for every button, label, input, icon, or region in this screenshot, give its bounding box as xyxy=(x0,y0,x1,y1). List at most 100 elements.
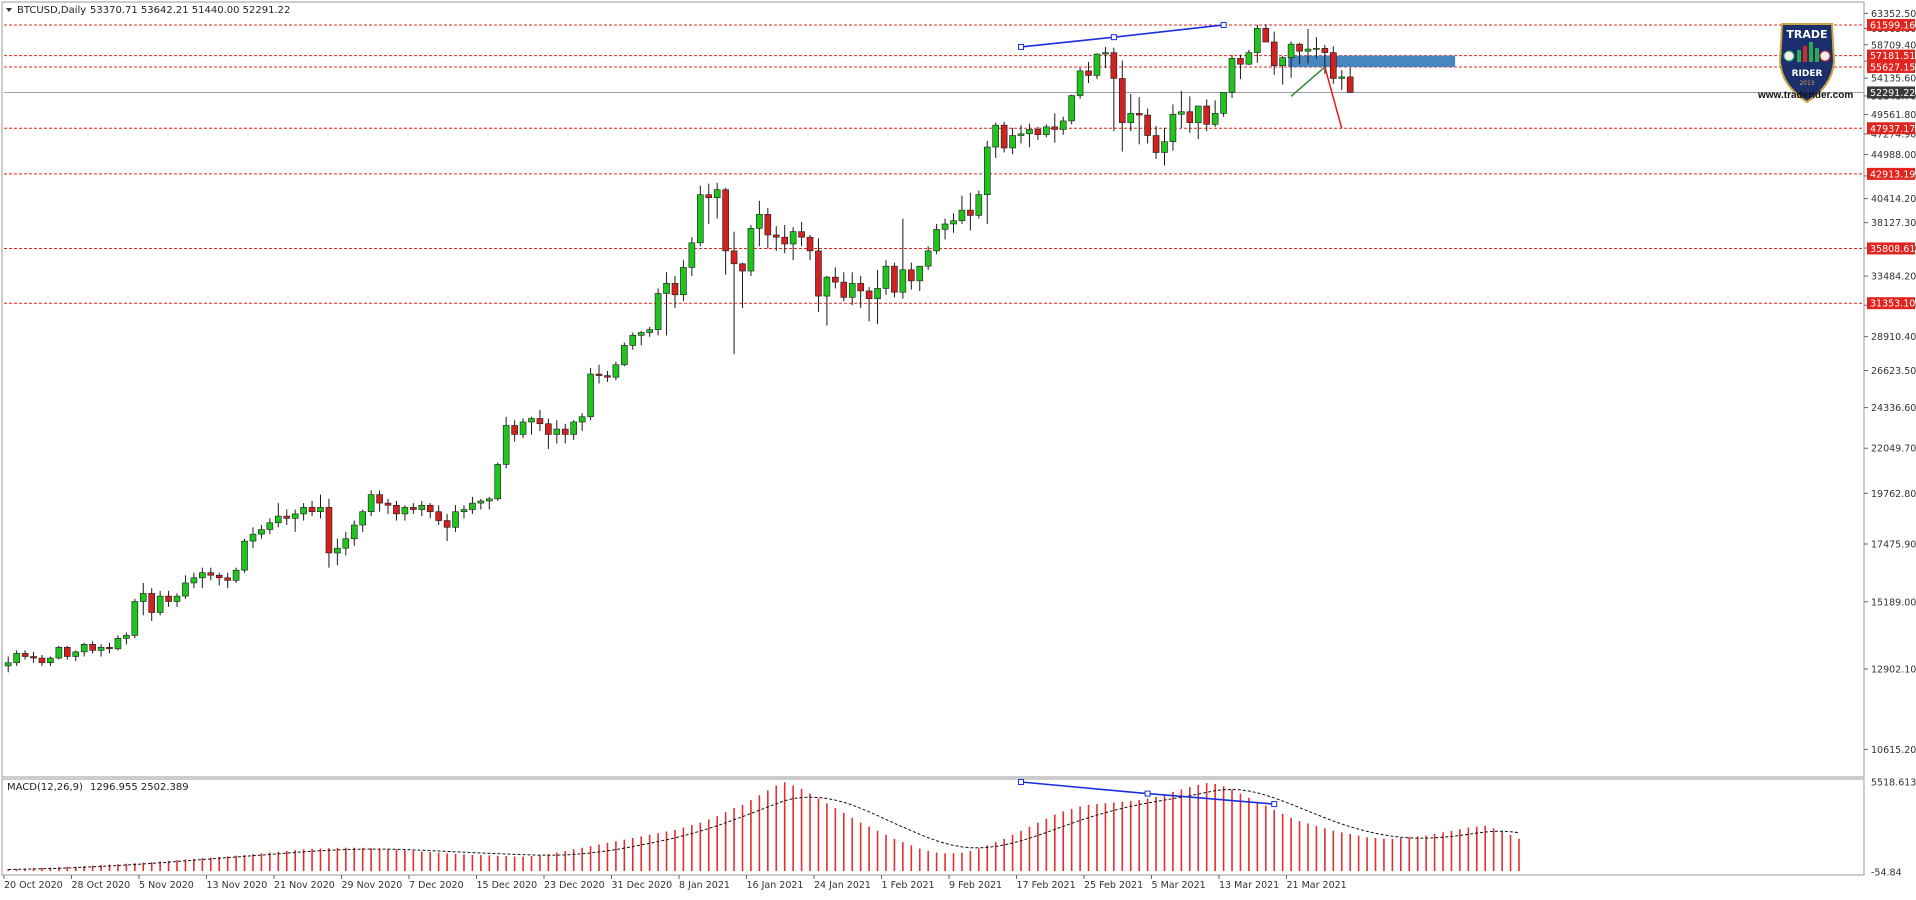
current-price-tag xyxy=(1867,86,1915,99)
bull-candle xyxy=(688,242,696,268)
bear-candle xyxy=(865,290,873,299)
overlay-layer xyxy=(1018,21,1343,129)
bear-candle xyxy=(832,276,839,283)
bull-candle xyxy=(317,507,324,513)
bear-candle xyxy=(561,428,569,435)
bull-candle xyxy=(334,547,341,554)
y-tick-label: 33484.20 xyxy=(1871,272,1916,283)
projection-down-leg xyxy=(1324,66,1343,129)
y-tick-label: 63352.50 xyxy=(1871,9,1916,20)
bull-candle xyxy=(950,220,957,225)
bear-candle xyxy=(1270,41,1278,66)
bear-candle xyxy=(1144,114,1151,136)
bull-candle xyxy=(553,428,561,435)
y-tick-label: 22049.70 xyxy=(1871,444,1916,455)
y-tick-label: 28910.40 xyxy=(1871,332,1916,343)
projection-up-leg xyxy=(1290,66,1326,97)
x-tick-label: 21 Mar 2021 xyxy=(1287,880,1347,891)
level-price-tag xyxy=(1867,18,1915,31)
x-tick-label: 24 Jan 2021 xyxy=(814,880,871,891)
logo-chart-bar-1 xyxy=(1797,50,1801,62)
bear-candle xyxy=(1262,28,1270,43)
bear-candle xyxy=(215,574,223,579)
dropdown-triangle-icon[interactable] xyxy=(6,8,12,12)
bull-candle xyxy=(519,421,527,435)
bear-candle xyxy=(536,418,544,425)
bear-candle xyxy=(1321,48,1329,53)
x-tick-label: 23 Dec 2020 xyxy=(544,880,605,891)
bull-candle xyxy=(1245,52,1253,65)
bull-candle xyxy=(578,416,586,423)
x-tick-label: 5 Mar 2021 xyxy=(1152,880,1206,891)
bull-candle xyxy=(139,593,147,602)
bull-candle xyxy=(848,283,856,298)
bull-candle xyxy=(629,335,637,346)
bull-candle xyxy=(1169,113,1177,142)
bull-candle xyxy=(1009,135,1016,149)
price-axis[interactable]: 63352.5061063.8058709.4056422.5054135.60… xyxy=(1864,9,1916,879)
bull-candle xyxy=(350,524,358,540)
logo-year-text: 2013 xyxy=(1799,80,1814,87)
level-price-tag xyxy=(1867,297,1915,310)
bull-candle xyxy=(756,214,763,229)
level-price-label: 55627.15 xyxy=(1870,62,1915,73)
bull-candle xyxy=(992,124,1000,148)
divergence-anchor xyxy=(1018,779,1025,786)
bull-candle xyxy=(1211,113,1219,125)
bull-candle xyxy=(874,288,881,299)
y-tick-label: 26623.50 xyxy=(1871,366,1916,377)
bull-candle xyxy=(55,647,63,659)
bear-candle xyxy=(283,515,291,519)
bull-candle xyxy=(1127,113,1135,123)
level-price-label: 47937.17 xyxy=(1870,124,1915,135)
bear-candle xyxy=(891,265,898,293)
level-price-tag xyxy=(1867,167,1915,180)
x-tick-label: 8 Jan 2021 xyxy=(679,880,730,891)
y-tick-label: 12902.10 xyxy=(1871,665,1916,676)
bear-candle xyxy=(21,653,29,657)
bear-candle xyxy=(1135,113,1143,116)
bull-candle xyxy=(342,538,350,549)
bull-candle xyxy=(637,332,645,336)
bull-candle xyxy=(469,502,476,510)
current-price-label: 52291.22 xyxy=(1870,88,1915,99)
bear-candle xyxy=(1237,58,1244,65)
bull-candle xyxy=(123,635,130,639)
bull-candle xyxy=(418,504,426,510)
x-tick-label: 13 Mar 2021 xyxy=(1219,880,1279,891)
bull-candle xyxy=(199,572,206,579)
bear-candle xyxy=(1110,52,1118,79)
bull-candle xyxy=(72,651,80,657)
y-tick-label: 49561.80 xyxy=(1871,110,1916,121)
bear-candle xyxy=(705,194,713,199)
bear-candle xyxy=(907,269,915,282)
bull-candle xyxy=(1068,95,1075,122)
x-tick-label: 16 Jan 2021 xyxy=(747,880,804,891)
bull-candle xyxy=(924,250,932,267)
time-axis[interactable]: 20 Oct 2020 28 Oct 2020 5 Nov 2020 13 Nov 2… xyxy=(3,875,1347,891)
bear-candle xyxy=(443,520,451,528)
bear-candle xyxy=(1000,124,1008,149)
level-price-tag xyxy=(1867,122,1915,135)
bull-candle xyxy=(291,513,299,519)
website-text[interactable]: www.traderider.com xyxy=(1758,90,1854,101)
bull-candle xyxy=(1026,129,1033,135)
bull-candle xyxy=(359,511,367,526)
y-tick-label: 38127.30 xyxy=(1871,218,1916,229)
macd-tick-label: -54.84 xyxy=(1871,868,1902,879)
level-price-label: 57181.51 xyxy=(1870,51,1915,62)
bull-candle xyxy=(182,582,189,597)
bull-candle xyxy=(485,498,493,502)
bull-candle xyxy=(80,643,88,653)
bear-candle xyxy=(224,577,231,581)
bear-candle xyxy=(384,502,392,506)
levels-layer xyxy=(4,24,1864,304)
x-tick-label: 17 Feb 2021 xyxy=(1017,880,1076,891)
zone-layer xyxy=(1288,55,1456,67)
bull-candle xyxy=(274,515,282,524)
bear-candle xyxy=(967,209,974,216)
bull-candle xyxy=(1228,58,1236,93)
bull-candle xyxy=(1093,53,1101,76)
